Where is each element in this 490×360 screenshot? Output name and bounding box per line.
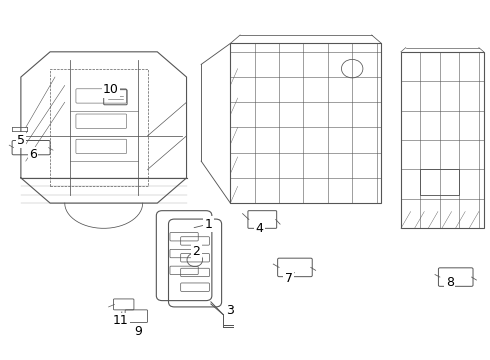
Text: 7: 7 [285,272,293,285]
Text: 5: 5 [17,134,25,147]
Text: 1: 1 [204,218,212,231]
Text: 4: 4 [256,222,264,235]
Text: 8: 8 [445,276,454,289]
Text: 9: 9 [134,325,142,338]
Text: 11: 11 [113,314,129,327]
Text: 2: 2 [193,245,200,258]
Text: 6: 6 [29,148,37,161]
Text: 10: 10 [103,83,119,96]
Text: 3: 3 [226,304,234,317]
